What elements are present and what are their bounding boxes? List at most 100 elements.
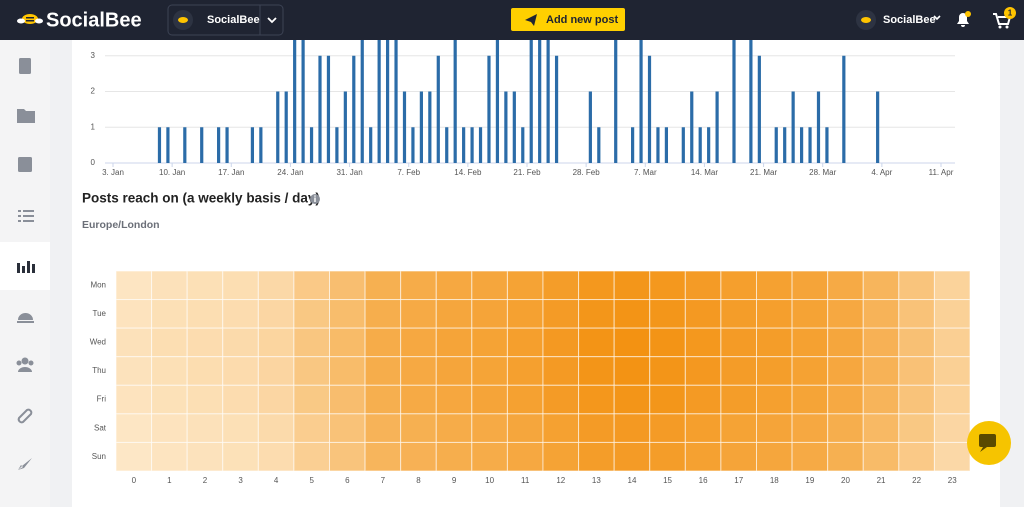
- bar: [428, 91, 432, 163]
- add-post-label[interactable]: Add new post: [546, 14, 618, 26]
- heat-cell: [613, 413, 651, 443]
- icon-analytics[interactable]: [17, 261, 35, 273]
- bar: [453, 20, 457, 163]
- bar: [647, 55, 652, 163]
- column-label: 2: [203, 476, 208, 485]
- x-tick-label: 31. Jan: [336, 168, 362, 177]
- heat-cell: [471, 441, 508, 472]
- x-tick-label: 11. Apr: [929, 168, 954, 177]
- row-label: Wed: [90, 338, 106, 347]
- heat-cell: [293, 384, 330, 415]
- icon-folder[interactable]: [17, 109, 35, 123]
- icon-clipboard[interactable]: [19, 58, 31, 74]
- row-label: Mon: [90, 280, 106, 289]
- heat-cell: [827, 441, 864, 472]
- heat-cell: [933, 327, 971, 358]
- heat-cell: [720, 270, 758, 301]
- heat-cell: [649, 384, 686, 415]
- add-post-button[interactable]: [511, 8, 625, 31]
- heat-cell: [115, 270, 153, 301]
- bar: [521, 127, 525, 163]
- bar: [385, 20, 390, 163]
- heat-cell: [578, 384, 615, 415]
- heat-cell: [257, 299, 295, 329]
- account-chevron[interactable]: [267, 17, 277, 24]
- heat-cell: [578, 356, 615, 386]
- heat-cell: [435, 356, 473, 386]
- account-switcher[interactable]: [167, 4, 284, 36]
- bar: [293, 20, 297, 163]
- heat-cell: [898, 299, 935, 329]
- heat-cell: [613, 299, 651, 329]
- heat-cell: [542, 356, 580, 386]
- row-label: Fri: [97, 395, 107, 404]
- column-label: 6: [345, 476, 350, 485]
- heat-cell: [791, 356, 829, 386]
- x-tick-label: 4. Apr: [871, 168, 892, 177]
- heat-cell: [720, 327, 758, 358]
- heat-cell: [471, 299, 508, 329]
- bar: [462, 127, 466, 163]
- heat-cell: [756, 270, 793, 301]
- heat-cell: [222, 384, 259, 415]
- heat-cell: [649, 441, 686, 472]
- heat-cell: [649, 299, 686, 329]
- heat-cell: [756, 327, 793, 358]
- info-icon[interactable]: [310, 194, 320, 204]
- logo-text[interactable]: SocialBee: [46, 9, 142, 31]
- heat-cell: [542, 327, 580, 358]
- heat-cell: [186, 270, 224, 301]
- user-name[interactable]: SocialBee: [883, 14, 936, 26]
- heat-cell: [257, 441, 295, 472]
- heat-cell: [756, 384, 793, 415]
- x-tick-label: 3. Jan: [102, 168, 124, 177]
- bar: [842, 55, 846, 163]
- heat-cell: [933, 384, 971, 415]
- heat-cell: [898, 384, 935, 415]
- bar: [326, 55, 331, 163]
- icon-bell-service[interactable]: [17, 313, 34, 323]
- heat-cell: [471, 327, 508, 358]
- bar: [554, 55, 559, 163]
- bar: [301, 20, 305, 163]
- bar: [352, 55, 356, 163]
- bar: [816, 91, 821, 163]
- heat-cell: [364, 356, 402, 386]
- heat-cell: [115, 441, 153, 472]
- heat-cell: [933, 270, 971, 301]
- bar: [504, 91, 508, 163]
- row-label: Tue: [93, 309, 107, 318]
- heat-cell: [151, 441, 188, 472]
- bell-icon[interactable]: [957, 13, 969, 27]
- icon-list[interactable]: [18, 210, 34, 222]
- heat-cell: [151, 299, 188, 329]
- column-label: 23: [948, 476, 957, 485]
- heat-cell: [720, 413, 758, 443]
- bar: [808, 127, 812, 163]
- heat-cell: [257, 327, 295, 358]
- column-label: 5: [309, 476, 314, 485]
- heat-cell: [542, 441, 580, 472]
- icon-users[interactable]: [16, 357, 34, 373]
- heat-cell: [756, 413, 793, 443]
- bar: [732, 20, 736, 163]
- icon-rocket[interactable]: [18, 456, 34, 470]
- chat-button[interactable]: [967, 421, 1011, 465]
- heat-cell: [435, 299, 473, 329]
- user-chevron[interactable]: [933, 15, 941, 21]
- heat-cell: [684, 413, 722, 443]
- sidebar: [0, 40, 50, 507]
- logo-icon[interactable]: [17, 14, 43, 24]
- column-label: 15: [663, 476, 672, 485]
- heat-cell: [329, 356, 366, 386]
- heat-cell: [506, 441, 544, 472]
- column-label: 21: [877, 476, 886, 485]
- icon-link[interactable]: [17, 408, 33, 424]
- bar: [799, 127, 804, 163]
- column-label: 3: [238, 476, 243, 485]
- heat-cell: [222, 327, 259, 358]
- icon-calendar[interactable]: [18, 157, 32, 172]
- account-name[interactable]: SocialBee: [207, 14, 260, 26]
- bar: [614, 20, 618, 163]
- column-label: 12: [556, 476, 565, 485]
